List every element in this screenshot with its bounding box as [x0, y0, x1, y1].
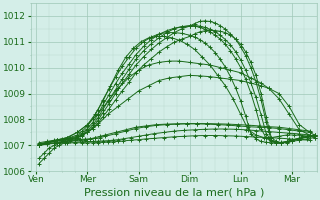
X-axis label: Pression niveau de la mer( hPa ): Pression niveau de la mer( hPa )	[84, 187, 264, 197]
